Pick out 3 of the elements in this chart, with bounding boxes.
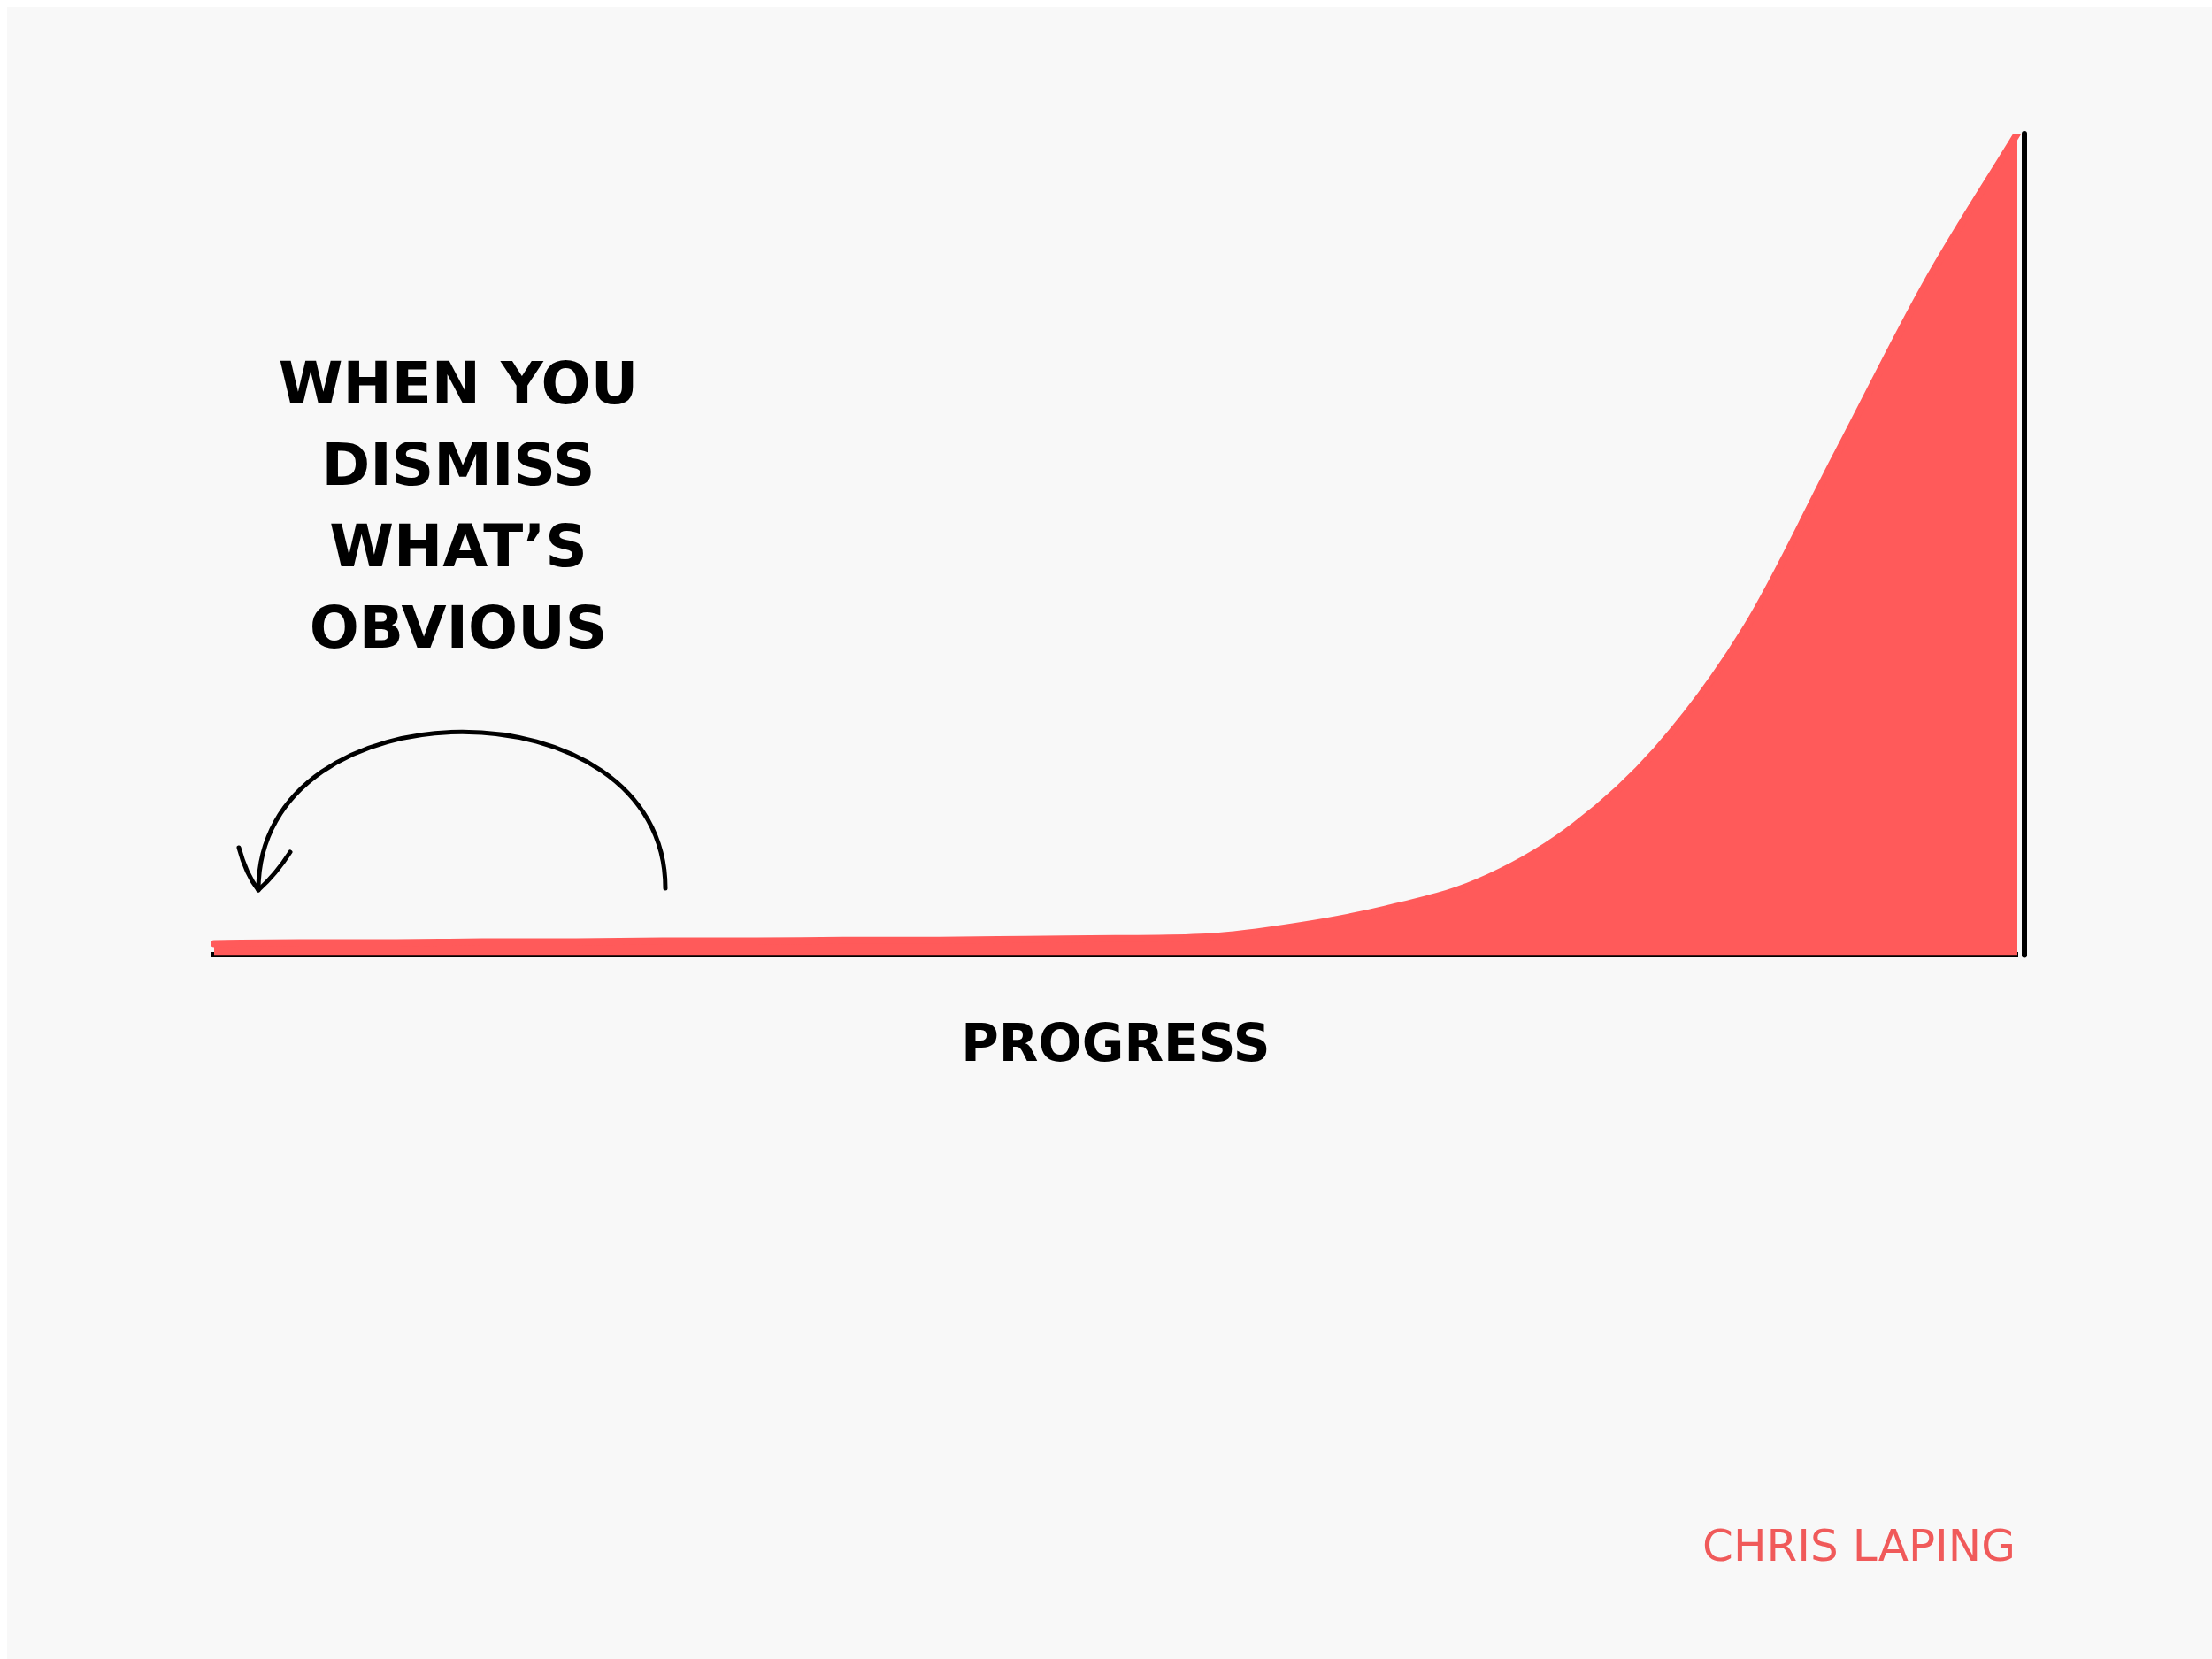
x-axis-title: PROGRESS bbox=[961, 1013, 1271, 1074]
annotation: WHEN YOU DISMISS WHAT’S OBVIOUS bbox=[277, 349, 640, 664]
text: CHRIS LAPING bbox=[1702, 1520, 2016, 1571]
